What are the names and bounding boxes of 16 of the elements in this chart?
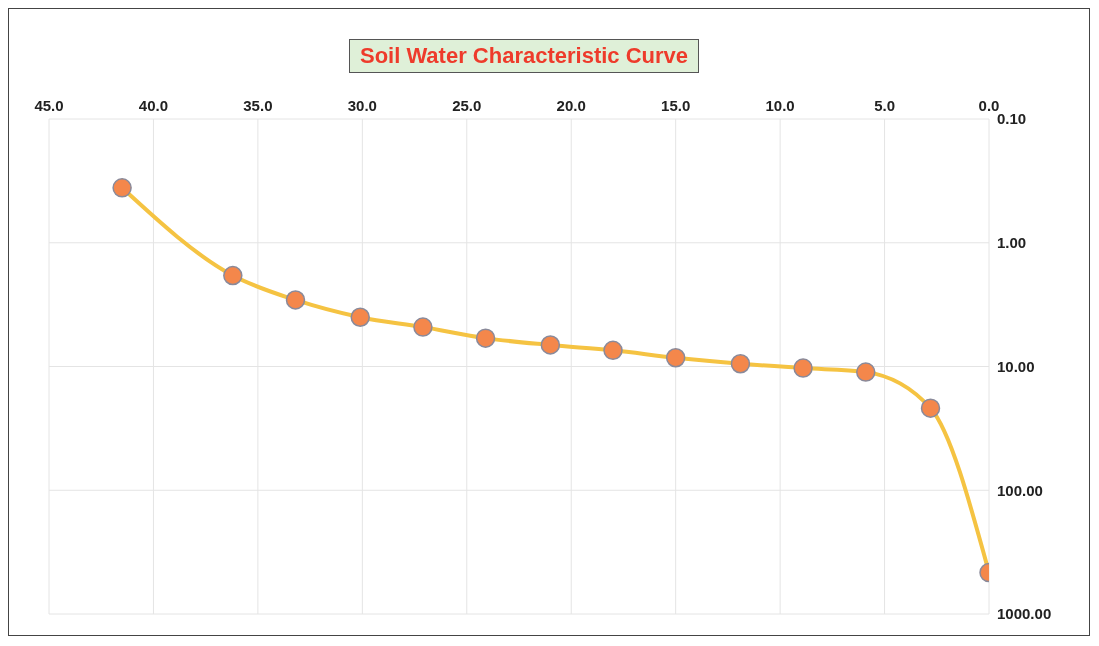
x-tick-label: 10.0 — [765, 97, 795, 114]
y-tick-label: 0.10 — [997, 110, 1027, 128]
y-tick-label: 1000.00 — [997, 605, 1052, 623]
x-tick-label: 5.0 — [874, 97, 895, 114]
y-tick-label: 10.00 — [997, 357, 1035, 375]
x-tick-label: 30.0 — [347, 97, 377, 114]
x-tick-label: 40.0 — [138, 97, 169, 114]
x-tick-label: 25.0 — [452, 97, 482, 114]
x-tick-label: 35.0 — [243, 97, 273, 114]
x-tick-label: 15.0 — [661, 97, 691, 114]
y-tick-label: 1.00 — [997, 234, 1027, 252]
y-tick-label: 100.00 — [997, 481, 1043, 499]
x-tick-label: 20.0 — [556, 97, 586, 114]
x-tick-label: 45.0 — [34, 97, 64, 114]
x-tick-label: 0.0 — [978, 97, 1000, 114]
chart-title: Soil Water Characteristic Curve — [348, 39, 700, 73]
